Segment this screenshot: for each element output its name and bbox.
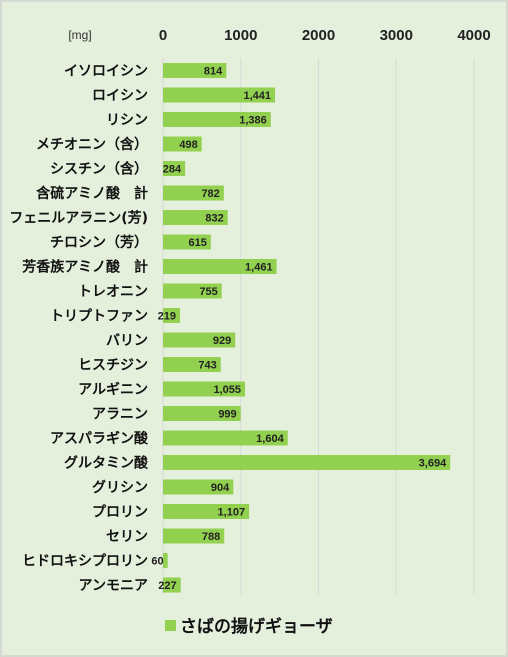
category-label: フェニルアラニン(芳) [9, 210, 148, 227]
data-label: 284 [163, 164, 182, 176]
bar [163, 332, 236, 348]
category-label: ヒスチジン [78, 358, 148, 374]
bar [163, 430, 288, 446]
category-label: メチオニン（含） [36, 136, 148, 153]
data-label: 743 [198, 360, 216, 372]
category-label: アルギニン [78, 381, 148, 398]
category-label: チロシン（芳） [50, 234, 148, 251]
bar [163, 479, 234, 495]
legend-label: さばの揚げギョーザ [180, 617, 333, 637]
category-label: ヒドロキシプロリン [22, 554, 148, 570]
category-label: セリン [106, 529, 148, 545]
category-label: アラニン [92, 407, 148, 423]
bar [163, 161, 186, 176]
data-label: 904 [211, 482, 230, 494]
data-label: 615 [188, 237, 206, 249]
category-label: リシン [106, 113, 148, 129]
bar [163, 504, 250, 519]
bar [163, 308, 181, 323]
x-tick-label: 3000 [380, 27, 413, 44]
category-label: トリプトファン [50, 309, 148, 325]
bar [163, 259, 277, 274]
x-tick-label: 2000 [302, 27, 335, 44]
category-label: 芳香族アミノ酸 計 [22, 259, 148, 276]
data-label: 498 [179, 139, 197, 151]
category-label: アンモニア [79, 578, 148, 594]
bar [163, 283, 222, 299]
data-label: 1,107 [218, 507, 246, 519]
category-label: プロリン [92, 505, 148, 521]
data-label: 929 [213, 335, 231, 347]
data-label: 1,441 [244, 90, 272, 102]
unit-label: [mg] [68, 28, 91, 42]
data-label: 832 [205, 213, 223, 225]
category-label: アスパラギン酸 [50, 430, 149, 447]
data-label: 814 [204, 66, 223, 78]
data-label: 782 [201, 188, 219, 200]
bar [163, 234, 211, 250]
bar [163, 357, 221, 372]
category-label: トレオニン [78, 284, 148, 300]
category-label: グルタミン酸 [64, 455, 149, 472]
data-label: 227 [158, 580, 176, 592]
bar [163, 87, 276, 103]
data-label: 219 [158, 311, 176, 323]
bar [163, 406, 241, 421]
category-label: 含硫アミノ酸 計 [36, 185, 148, 202]
x-tick-label: 4000 [457, 27, 490, 44]
bar [163, 528, 225, 544]
data-label: 3,694 [419, 458, 447, 470]
bar [163, 112, 271, 127]
data-label: 788 [202, 531, 220, 543]
bar [163, 63, 227, 78]
data-label: 1,604 [256, 433, 284, 445]
data-label: 1,055 [213, 384, 241, 396]
data-label: 1,386 [239, 115, 267, 127]
bar [163, 210, 228, 225]
data-label: 1,461 [245, 262, 273, 274]
category-label: シスチン（含） [50, 161, 148, 178]
bar [163, 553, 168, 568]
data-label: 60 [151, 556, 163, 568]
category-label: イソロイシン [64, 64, 148, 80]
bar [163, 577, 181, 593]
data-label: 999 [218, 409, 236, 421]
bar [163, 136, 202, 152]
bar [163, 455, 451, 470]
legend-swatch [165, 620, 176, 631]
category-label: グリシン [92, 479, 148, 496]
data-label: 755 [199, 286, 217, 298]
x-tick-label: 1000 [224, 27, 257, 44]
bar [163, 185, 224, 201]
category-label: ロイシン [92, 88, 148, 104]
bar [163, 381, 246, 397]
x-tick-label: 0 [159, 27, 167, 44]
category-label: バリン [106, 333, 148, 349]
